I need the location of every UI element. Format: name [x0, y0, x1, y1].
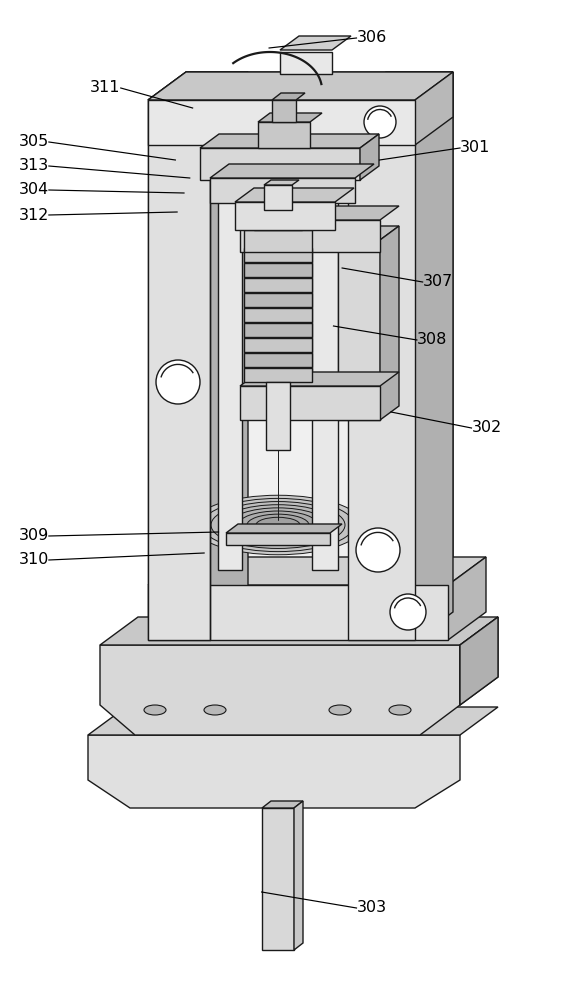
Bar	[262, 808, 294, 950]
Polygon shape	[262, 801, 303, 808]
Polygon shape	[448, 557, 486, 640]
Bar	[218, 155, 242, 570]
Bar	[244, 338, 312, 352]
Polygon shape	[415, 72, 453, 640]
Bar	[200, 148, 360, 180]
Ellipse shape	[389, 705, 411, 715]
Bar	[148, 585, 448, 640]
Polygon shape	[148, 72, 453, 100]
Bar	[244, 323, 312, 337]
Polygon shape	[415, 72, 453, 640]
Bar	[272, 100, 296, 122]
Bar	[226, 533, 330, 545]
Bar	[244, 278, 312, 292]
Polygon shape	[148, 72, 248, 100]
Polygon shape	[460, 617, 498, 705]
Text: 303: 303	[356, 900, 386, 916]
Bar	[266, 382, 290, 450]
Bar	[148, 100, 415, 145]
Ellipse shape	[193, 495, 363, 555]
Bar	[148, 100, 210, 640]
Circle shape	[156, 360, 200, 404]
Ellipse shape	[247, 514, 309, 536]
Text: 311: 311	[90, 81, 121, 96]
Polygon shape	[264, 180, 299, 185]
Text: 301: 301	[460, 140, 490, 155]
Polygon shape	[235, 188, 354, 202]
Bar	[244, 263, 312, 277]
Polygon shape	[226, 524, 342, 533]
Polygon shape	[148, 72, 453, 100]
Bar	[210, 178, 355, 203]
Polygon shape	[218, 141, 261, 155]
Ellipse shape	[202, 498, 354, 552]
Text: 302: 302	[472, 420, 502, 436]
Polygon shape	[210, 72, 248, 640]
Polygon shape	[240, 206, 399, 220]
Polygon shape	[244, 221, 324, 230]
Bar	[280, 52, 332, 74]
Polygon shape	[460, 617, 498, 705]
Polygon shape	[254, 203, 311, 210]
Bar	[240, 220, 380, 252]
Bar	[244, 248, 312, 262]
Polygon shape	[294, 801, 303, 950]
Polygon shape	[360, 134, 379, 180]
Bar	[244, 230, 312, 252]
Polygon shape	[200, 134, 379, 148]
Polygon shape	[415, 72, 453, 145]
Bar	[258, 122, 310, 148]
Circle shape	[364, 106, 396, 138]
Ellipse shape	[329, 705, 351, 715]
Bar	[254, 210, 302, 230]
Text: 305: 305	[18, 134, 49, 149]
Bar	[244, 353, 312, 367]
Polygon shape	[100, 645, 460, 735]
Ellipse shape	[229, 508, 327, 542]
Bar	[148, 100, 415, 640]
Polygon shape	[100, 617, 498, 645]
Ellipse shape	[220, 505, 336, 545]
Polygon shape	[380, 226, 399, 420]
Text: 309: 309	[18, 528, 49, 544]
Ellipse shape	[256, 517, 300, 533]
Text: 312: 312	[18, 208, 49, 223]
Ellipse shape	[144, 705, 166, 715]
Polygon shape	[210, 164, 374, 178]
Bar	[312, 155, 338, 570]
Text: 306: 306	[356, 30, 387, 45]
Circle shape	[356, 528, 400, 572]
Bar	[348, 100, 415, 640]
Polygon shape	[88, 735, 460, 808]
Polygon shape	[338, 226, 399, 240]
Bar	[240, 386, 380, 420]
Bar	[235, 202, 335, 230]
Text: 304: 304	[18, 182, 49, 198]
Polygon shape	[88, 707, 498, 735]
Polygon shape	[240, 372, 399, 386]
Text: 313: 313	[18, 158, 49, 174]
Ellipse shape	[204, 705, 226, 715]
Text: 310: 310	[18, 552, 49, 568]
Polygon shape	[148, 557, 486, 585]
Ellipse shape	[238, 511, 318, 539]
Polygon shape	[280, 36, 351, 50]
Text: 307: 307	[423, 274, 453, 290]
Circle shape	[390, 594, 426, 630]
Ellipse shape	[211, 502, 345, 548]
Bar	[244, 293, 312, 307]
Bar	[244, 308, 312, 322]
Polygon shape	[348, 72, 453, 100]
Bar	[244, 368, 312, 382]
Bar	[264, 185, 292, 210]
Text: 308: 308	[417, 332, 447, 348]
Bar	[338, 240, 380, 420]
Polygon shape	[258, 113, 322, 122]
Polygon shape	[272, 93, 305, 100]
Polygon shape	[312, 141, 357, 155]
